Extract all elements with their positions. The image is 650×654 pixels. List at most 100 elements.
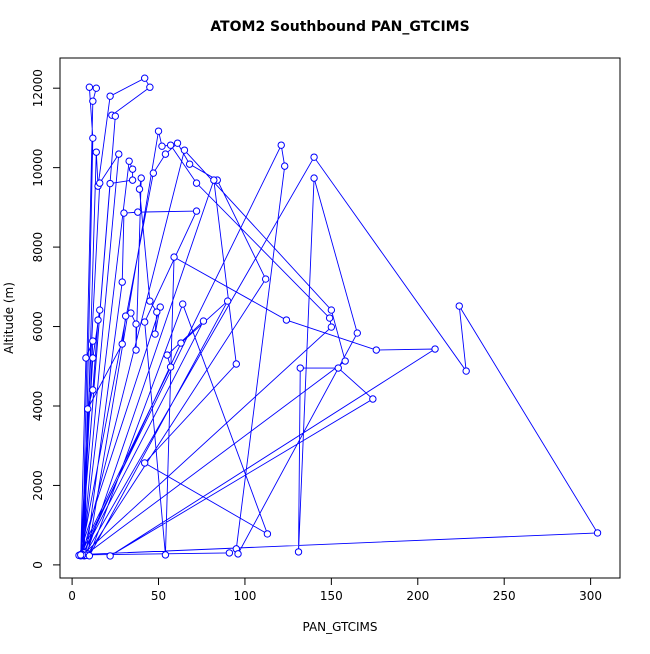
data-point: [156, 303, 164, 311]
data-point: [185, 160, 194, 168]
data-point: [96, 306, 104, 314]
data-point: [134, 208, 142, 216]
data-point: [199, 317, 208, 325]
x-tick-label: 50: [151, 589, 166, 603]
data-point: [106, 179, 114, 188]
data-point: [111, 112, 120, 120]
data-point: [83, 405, 92, 413]
data-point: [161, 150, 170, 158]
y-tick-label: 4000: [31, 391, 45, 422]
data-point: [166, 141, 175, 149]
data-point: [151, 330, 159, 338]
data-point: [173, 139, 182, 147]
data-point: [158, 142, 166, 150]
data-point: [325, 314, 334, 322]
data-point: [154, 127, 163, 135]
y-tick-label: 0: [31, 561, 45, 569]
data-point: [132, 346, 140, 354]
data-point: [140, 74, 149, 82]
data-point: [341, 357, 349, 365]
data-point: [77, 551, 85, 559]
data-point: [334, 364, 342, 372]
data-point: [120, 209, 128, 217]
y-tick-label: 6000: [31, 311, 45, 342]
data-line: [78, 77, 599, 557]
data-point: [89, 97, 97, 105]
data-point: [115, 150, 123, 158]
data-point: [89, 134, 97, 142]
data-point: [232, 360, 240, 368]
data-point: [296, 364, 304, 372]
data-point: [166, 363, 175, 371]
data-point: [170, 253, 178, 261]
data-point: [82, 354, 90, 362]
data-point: [327, 306, 336, 314]
data-point: [132, 320, 140, 328]
x-tick-label: 0: [68, 589, 76, 603]
data-point: [179, 300, 187, 308]
data-point: [310, 153, 318, 161]
data-point: [180, 146, 189, 154]
data-point: [118, 278, 126, 286]
data-point: [153, 308, 161, 316]
data-point: [128, 165, 137, 173]
data-point: [455, 302, 463, 310]
chart-title: ATOM2 Southbound PAN_GTCIMS: [210, 19, 469, 35]
y-tick-label: 10000: [31, 149, 45, 187]
data-point: [140, 318, 149, 326]
y-tick-label: 12000: [31, 69, 45, 107]
data-point: [210, 176, 218, 184]
data-point: [163, 351, 171, 359]
y-tick-label: 2000: [31, 470, 45, 501]
data-point: [106, 92, 114, 100]
data-point: [89, 354, 97, 362]
data-point: [177, 339, 185, 347]
data-point: [128, 176, 137, 184]
data-point: [140, 459, 149, 467]
x-axis-label: PAN_GTCIMS: [302, 620, 377, 634]
data-point: [85, 552, 94, 560]
data-point: [135, 185, 144, 193]
y-axis-label: Altitude (m): [2, 282, 16, 354]
data-point: [106, 552, 114, 560]
data-point: [146, 83, 154, 91]
x-tick-label: 200: [406, 589, 429, 603]
data-point: [192, 179, 201, 187]
data-point: [462, 367, 470, 375]
x-tick-label: 150: [320, 589, 343, 603]
data-point: [294, 548, 303, 556]
plot-frame: [59, 57, 621, 579]
data-point: [263, 530, 272, 538]
data-point: [89, 386, 97, 394]
data-point: [280, 162, 289, 170]
data-point: [92, 84, 100, 92]
data-point: [94, 316, 102, 324]
data-point: [593, 529, 602, 537]
data-point: [89, 337, 97, 345]
data-point: [223, 297, 232, 305]
data-point: [369, 395, 377, 403]
data-point: [92, 148, 100, 156]
data-point: [372, 346, 380, 354]
y-tick-label: 8000: [31, 232, 45, 263]
data-point: [118, 340, 126, 348]
data-point: [146, 297, 154, 305]
data-point: [327, 323, 336, 331]
data-point: [192, 207, 201, 215]
data-point: [234, 550, 242, 558]
data-point: [277, 141, 285, 149]
x-tick-label: 250: [493, 589, 516, 603]
data-point: [125, 157, 133, 165]
data-point: [121, 312, 130, 320]
data-point: [149, 169, 158, 177]
data-point: [225, 549, 234, 557]
data-point: [282, 316, 291, 324]
x-tick-label: 300: [579, 589, 602, 603]
x-tick-label: 100: [233, 589, 256, 603]
data-point: [137, 174, 145, 182]
data-point: [85, 83, 94, 91]
data-point: [96, 179, 104, 187]
data-point: [431, 345, 439, 353]
